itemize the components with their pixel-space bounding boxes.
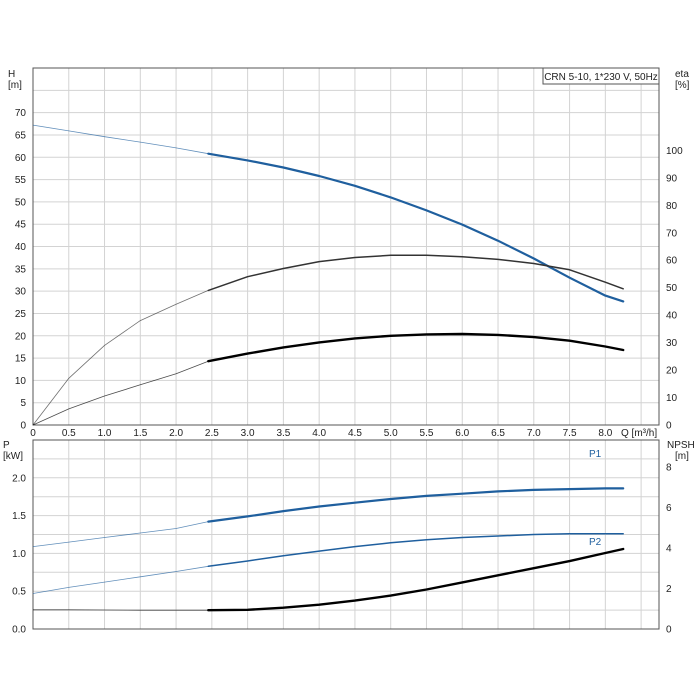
y-axis-label-p: P [3, 440, 10, 451]
top-plot-frame [32, 67, 660, 426]
series-label-p1: P1 [589, 449, 602, 460]
bottom-series [32, 487, 625, 612]
y-tick-label-left: 0.0 [12, 625, 26, 636]
y-tick-label-left: 35 [15, 264, 27, 275]
efficiency-np-curve-extrapolated [32, 360, 209, 426]
y-tick-label-right: 8 [666, 462, 672, 473]
y-tick-label-right: 10 [666, 393, 678, 404]
y-tick-label-right: 90 [666, 173, 678, 184]
y-tick-label-left: 60 [15, 153, 27, 164]
x-tick-label: 1.0 [98, 428, 112, 439]
y-tick-label-left: 70 [15, 108, 27, 119]
series-label-p2: P2 [589, 537, 602, 548]
y-tick-label-right: 4 [666, 543, 672, 554]
x-tick-label: 3.5 [276, 428, 290, 439]
y-tick-label-right: 60 [666, 256, 678, 267]
x-tick-label: 6.5 [491, 428, 505, 439]
y-tick-label-left: 65 [15, 130, 27, 141]
x-tick-label: 4.5 [348, 428, 362, 439]
bottom-tick-labels: 0.0 0.5 1.0 1.5 2.0 0 2 4 6 8 [12, 462, 672, 635]
y-tick-label-right: 80 [666, 201, 678, 212]
y-tick-label-right: 0 [666, 625, 672, 636]
top-tick-labels: 0 0.5 1.0 1.5 2.0 2.5 3.0 3.5 4.0 4.5 5.0 5.5 6.0 6.5… [15, 108, 683, 439]
y-tick-label-right: 2 [666, 584, 672, 595]
x-tick-label: 7.5 [563, 428, 577, 439]
x-tick-label: 5.5 [420, 428, 434, 439]
head-curve [207, 152, 625, 303]
y-axis-unit-p: [kW] [3, 451, 23, 462]
y-tick-label-right: 40 [666, 311, 678, 322]
y-tick-label-left: 2.0 [12, 473, 26, 484]
x-tick-label: 2.5 [205, 428, 219, 439]
p2-curve-extrapolated [32, 565, 209, 594]
y-axis-unit-h: [m] [8, 80, 22, 91]
y-tick-label-left: 10 [15, 376, 27, 387]
y-axis-unit-eta: [%] [675, 80, 690, 91]
y-tick-label-right: 6 [666, 503, 672, 514]
eta-curve [207, 254, 624, 292]
y-tick-label-left: 55 [15, 175, 27, 186]
y-tick-label-left: 15 [15, 354, 27, 365]
p1-curve [207, 487, 625, 523]
x-tick-label: 5.0 [384, 428, 398, 439]
y-axis-unit-npsh: [m] [675, 451, 689, 462]
head-curve-extrapolated [32, 124, 209, 155]
x-tick-label: 8.0 [598, 428, 612, 439]
y-tick-label-right: 70 [666, 228, 678, 239]
y-tick-label-left: 50 [15, 197, 27, 208]
eta-curve-extrapolated [32, 290, 209, 426]
chart-title: CRN 5-10, 1*230 V, 50Hz [544, 72, 658, 83]
y-tick-label-left: 1.0 [12, 549, 26, 560]
y-tick-label-left: 30 [15, 287, 27, 298]
x-tick-label: 0.5 [62, 428, 76, 439]
top-series [32, 124, 625, 426]
y-tick-label-left: 5 [20, 398, 26, 409]
x-tick-label: 4.0 [312, 428, 326, 439]
x-tick-label: 2.0 [169, 428, 183, 439]
x-tick-label: 3.0 [241, 428, 255, 439]
y-tick-label-left: 0.5 [12, 587, 26, 598]
x-tick-label: 7.0 [527, 428, 541, 439]
y-tick-label-left: 20 [15, 331, 27, 342]
bottom-plot-frame [32, 439, 660, 630]
y-tick-label-right: 100 [666, 146, 683, 157]
x-axis-label: Q [m³/h] [621, 428, 657, 439]
y-tick-label-left: 40 [15, 242, 27, 253]
p1-curve-extrapolated [32, 521, 209, 547]
y-axis-label-eta: eta [675, 69, 689, 80]
y-tick-label-left: 45 [15, 220, 27, 231]
x-tick-label: 6.0 [455, 428, 469, 439]
efficiency-np-curve [207, 332, 625, 363]
y-tick-label-right: 30 [666, 338, 678, 349]
top-panel-grid [33, 68, 659, 425]
npsh-curve [207, 547, 625, 612]
y-tick-label-right: 0 [666, 421, 672, 432]
y-tick-label-left: 1.5 [12, 511, 26, 522]
x-tick-label: 0 [30, 428, 36, 439]
x-tick-label: 1.5 [133, 428, 147, 439]
p2-curve [207, 532, 624, 568]
y-tick-label-right: 50 [666, 283, 678, 294]
y-tick-label-left: 25 [15, 309, 27, 320]
y-tick-label-left: 0 [20, 421, 26, 432]
y-tick-label-right: 20 [666, 366, 678, 377]
y-axis-label-npsh: NPSH [667, 440, 695, 451]
y-axis-label-h: H [8, 69, 15, 80]
title-box [542, 67, 660, 85]
